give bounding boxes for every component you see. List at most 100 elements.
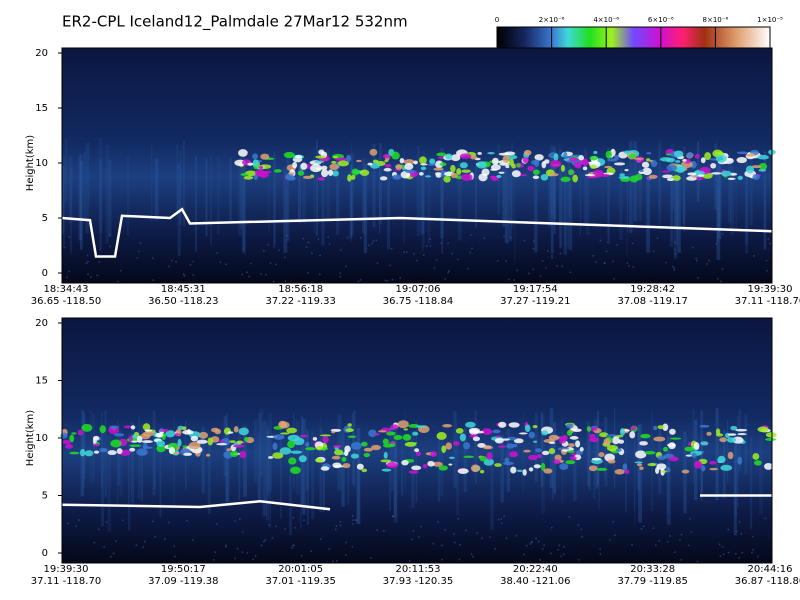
cloud (337, 160, 350, 167)
curtain-streak (265, 425, 270, 521)
noise (216, 523, 218, 525)
curtain-streak (423, 150, 425, 248)
curtain-streak (733, 436, 737, 536)
x-tick-location: 37.93 -120.35 (383, 576, 453, 587)
curtain-streak (238, 159, 242, 236)
noise (652, 250, 655, 253)
curtain-streak (356, 427, 361, 525)
cloud (107, 450, 117, 456)
cloud (434, 172, 442, 176)
noise (472, 555, 474, 558)
noise (721, 545, 724, 548)
noise (192, 539, 194, 542)
noise (291, 547, 293, 549)
curtain-streak (579, 164, 581, 236)
noise (674, 241, 676, 244)
noise (346, 236, 349, 239)
cloud (574, 161, 582, 167)
curtain-streak (421, 160, 424, 251)
y-tick-label: 20 (35, 48, 48, 59)
cloud (356, 463, 364, 470)
noise (673, 269, 675, 271)
noise (508, 278, 510, 281)
cloud (684, 446, 694, 452)
noise (271, 537, 274, 539)
curtain-streak (268, 412, 273, 492)
cloud (650, 160, 658, 168)
noise (93, 541, 96, 544)
cloud (661, 170, 671, 173)
curtain-streak (744, 414, 748, 475)
curtain-streak (500, 434, 504, 503)
cloud (252, 153, 259, 160)
noise (528, 272, 530, 275)
curtain-streak (586, 166, 590, 235)
cloud (566, 430, 573, 436)
cloud (575, 440, 581, 448)
cloud (196, 439, 208, 444)
cloud (305, 447, 316, 451)
cloud (554, 454, 562, 461)
cloud (645, 158, 651, 162)
noise (142, 546, 144, 548)
cloud (450, 164, 456, 173)
cloud (662, 423, 669, 432)
cloud (422, 464, 428, 469)
cloud (69, 434, 75, 443)
curtain-streak (550, 157, 554, 254)
cloud (321, 169, 329, 178)
cloud (644, 450, 656, 455)
noise (578, 559, 580, 561)
noise (535, 537, 537, 540)
cloud (591, 457, 602, 461)
cloud (727, 177, 736, 180)
cloud (290, 466, 301, 474)
x-tick-time: 19:17:54 (513, 284, 558, 295)
cloud (455, 428, 464, 434)
noise (563, 553, 565, 556)
cloud (745, 153, 756, 157)
cloud (330, 428, 342, 432)
noise (509, 236, 512, 239)
curtain-streak (104, 410, 107, 497)
noise (550, 552, 552, 555)
noise (722, 233, 725, 235)
cloud (229, 440, 236, 444)
cloud (523, 449, 531, 453)
cloud (492, 429, 501, 434)
cloud (599, 432, 609, 438)
cloud (715, 154, 727, 163)
noise (441, 559, 443, 561)
x-tick-time: 19:39:30 (748, 284, 793, 295)
cloud (314, 160, 324, 164)
cloud (584, 174, 596, 177)
cloud (501, 438, 510, 441)
cloud (582, 166, 588, 171)
curtain-streak (101, 430, 104, 527)
noise (674, 253, 677, 255)
noise (115, 540, 118, 542)
cloud (568, 157, 578, 162)
noise (302, 237, 305, 240)
noise (248, 275, 250, 278)
cloud (646, 152, 652, 155)
cloud (110, 439, 122, 448)
noise (690, 531, 692, 533)
curtain-streak (107, 435, 111, 533)
curtain-streak (152, 410, 156, 496)
curtain-streak (670, 162, 673, 241)
cloud (565, 423, 574, 429)
cloud (217, 440, 226, 443)
cloud (143, 446, 153, 449)
cloud (238, 149, 248, 157)
noise (225, 544, 227, 547)
curtain-streak (658, 428, 662, 494)
noise (67, 522, 69, 525)
noise (766, 270, 768, 272)
curtain-streak (497, 144, 501, 215)
cloud (765, 432, 777, 438)
curtain-streak (474, 410, 477, 484)
curtain-streak (268, 167, 270, 232)
curtain-streak (241, 164, 246, 252)
cloud (427, 163, 437, 166)
